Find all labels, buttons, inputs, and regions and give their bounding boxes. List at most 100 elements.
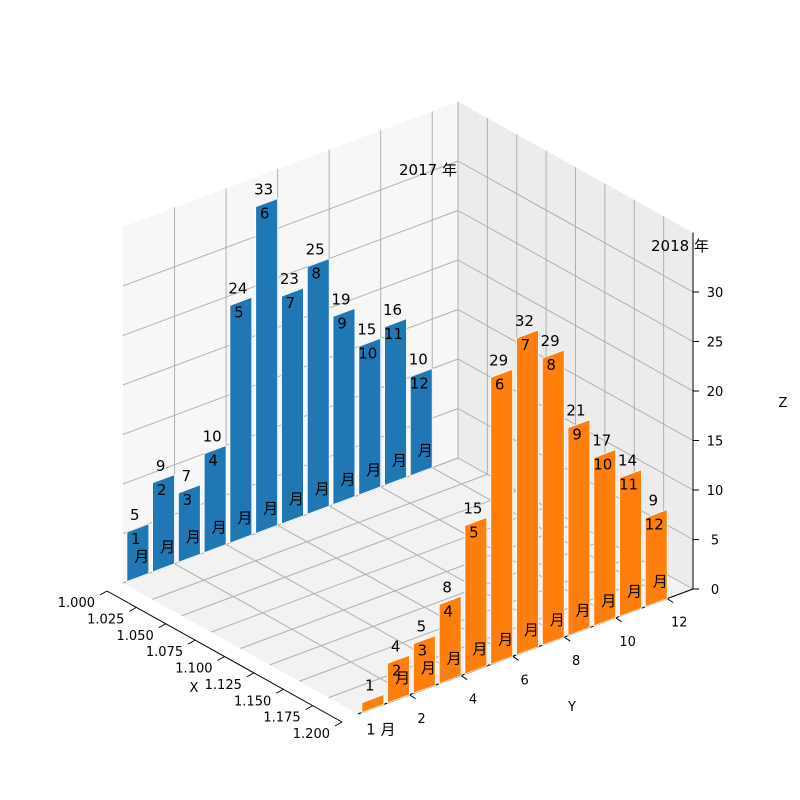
month-unit-label: 月 xyxy=(160,538,175,556)
value-label: 29 xyxy=(489,351,508,369)
bar-2017-m11 xyxy=(384,318,407,486)
bar-2017-m4 xyxy=(203,444,227,554)
value-label: 24 xyxy=(228,279,247,297)
month-number-label: 7 xyxy=(286,294,296,312)
x-tick-mark xyxy=(217,656,225,661)
bar-2018-m8 xyxy=(541,349,565,646)
month-number-label: 11 xyxy=(384,325,403,343)
month-unit-label: 月 xyxy=(575,602,590,620)
grid-x-floor xyxy=(181,490,517,617)
value-label: 19 xyxy=(331,290,350,308)
labels: 51月92月73月104月245月336月237月258月199月1510月16… xyxy=(130,161,709,738)
z-tick-label: 15 xyxy=(707,435,724,450)
month-number-label: 10 xyxy=(593,456,612,474)
z-tick-label: 20 xyxy=(707,385,724,400)
month-number-label: 5 xyxy=(469,524,479,542)
value-label: 14 xyxy=(618,452,637,470)
x-tick-mark xyxy=(334,721,343,727)
month-unit-label: 月 xyxy=(237,509,252,527)
bars xyxy=(126,198,668,714)
value-label: 9 xyxy=(156,457,166,475)
z-tick-label: 25 xyxy=(707,336,724,351)
month-unit-label: 月 xyxy=(627,582,642,600)
grid-x-floor xyxy=(210,506,547,633)
month-unit-label: 月 xyxy=(212,519,227,537)
bar-2018-m5 xyxy=(464,516,488,675)
month-number-label: 4 xyxy=(208,452,218,470)
month-unit-label: 月 xyxy=(263,499,278,517)
x-tick-mark xyxy=(246,672,255,678)
month-unit-label: 月 xyxy=(524,621,539,639)
x-tick-label: 1.175 xyxy=(263,711,300,726)
bar-2017-m10 xyxy=(358,337,382,496)
month-unit-label: 月 xyxy=(134,547,149,565)
month-number-label: 12 xyxy=(410,375,429,393)
x-tick-label: 1.150 xyxy=(234,694,271,709)
x-tick-mark xyxy=(158,623,166,629)
month-number-label: 7 xyxy=(521,336,531,354)
bar-2017-m2 xyxy=(152,474,175,573)
y-tick-label: 10 xyxy=(619,635,636,650)
month-number-label: 5 xyxy=(234,303,244,321)
z-tick-label: 0 xyxy=(711,583,719,598)
value-label: 25 xyxy=(306,241,325,259)
bar-2017-m6 xyxy=(255,198,279,535)
z-tick-label: 5 xyxy=(711,534,719,549)
y-tick-label: 2 xyxy=(417,712,425,727)
bar-2017-m1 xyxy=(126,523,150,583)
z-tick-label: 30 xyxy=(707,286,724,301)
z-tick-label: 10 xyxy=(707,484,724,499)
month-unit-label: 月 xyxy=(601,592,616,610)
x-tick-mark xyxy=(187,639,196,645)
grid-y-floor xyxy=(174,563,410,696)
value-label: 9 xyxy=(649,492,659,510)
month-unit-label: 月 xyxy=(550,611,565,629)
x-tick-label: 1.000 xyxy=(58,596,95,611)
month-unit-label: 月 xyxy=(653,573,668,591)
value-label: 33 xyxy=(254,181,273,199)
month-unit-label: 月 xyxy=(186,528,201,546)
grid-z-back xyxy=(457,160,694,293)
value-label: 17 xyxy=(592,432,611,450)
z-axis-title: Z xyxy=(779,396,788,411)
bar-2017-m9 xyxy=(332,307,356,506)
year-label-2017: 2017 年 xyxy=(399,161,457,179)
value-label: 21 xyxy=(566,402,585,420)
month-unit-label: 月 xyxy=(340,471,355,489)
value-label: 23 xyxy=(280,270,299,288)
month-unit-label: 月 xyxy=(392,451,407,469)
month-number-label: 11 xyxy=(619,476,638,494)
value-label: 16 xyxy=(383,301,402,319)
x-tick-label: 1.025 xyxy=(87,612,124,627)
x-tick-label: 1.100 xyxy=(175,662,212,677)
month-number-label: 3 xyxy=(183,491,193,509)
month-number-label: 9 xyxy=(337,314,347,332)
value-label: 32 xyxy=(515,312,534,330)
month-unit-label: 月 xyxy=(315,480,330,498)
grid-z-back xyxy=(457,210,694,342)
month-number-label: 4 xyxy=(443,602,453,620)
x-axis-title: X xyxy=(190,681,199,696)
x-tick-mark xyxy=(276,688,284,694)
month-number-label: 8 xyxy=(311,265,321,283)
x-tick-label: 1.200 xyxy=(293,727,330,742)
month-number-label: 8 xyxy=(546,356,556,374)
month-unit-label: 月 xyxy=(421,659,436,677)
bar-2018-m10 xyxy=(593,448,617,627)
value-label: 10 xyxy=(409,351,428,369)
bar-2018-m7 xyxy=(516,329,539,656)
bar-2017-m5 xyxy=(229,296,253,544)
month-unit-label: 月 xyxy=(395,669,410,687)
month-unit-label: 月 xyxy=(472,640,487,658)
value-label: 7 xyxy=(182,467,192,485)
y-tick-mark xyxy=(460,675,468,680)
value-label: 29 xyxy=(541,332,560,350)
x-tick-label: 1.125 xyxy=(205,678,242,693)
bar-2017-m7 xyxy=(281,287,304,525)
y-axis-title: Y xyxy=(567,700,576,715)
grid-z-back xyxy=(457,259,694,392)
grid-z-back xyxy=(457,309,694,441)
bar-2018-m3 xyxy=(412,635,436,694)
bar-2018-m11 xyxy=(619,469,642,617)
